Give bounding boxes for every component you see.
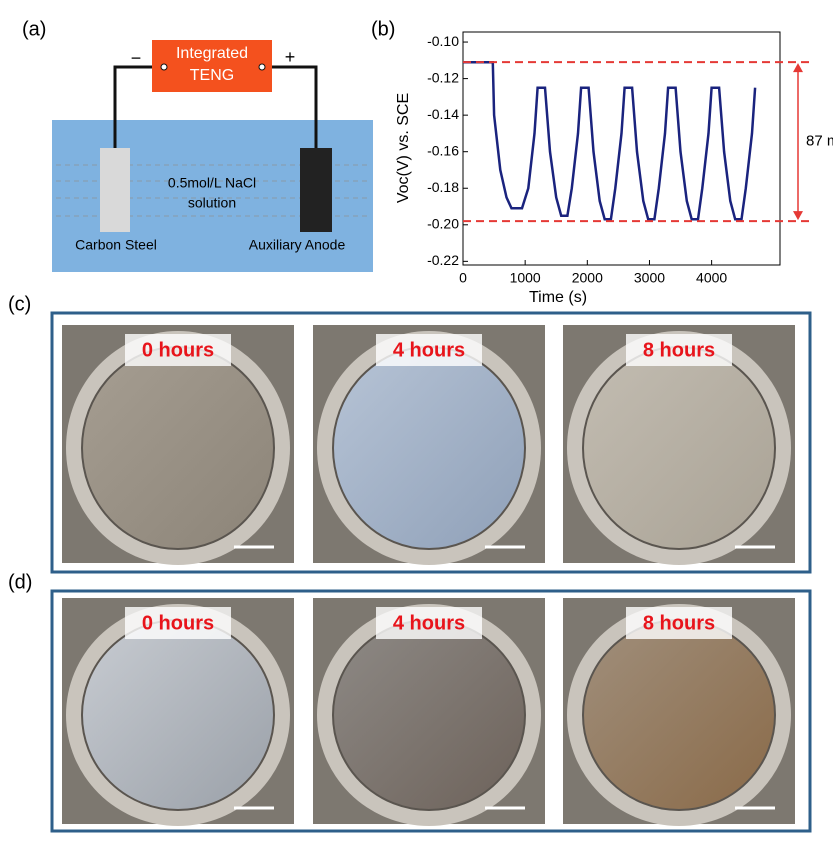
line-chart: Time (s) Voc(V) vs. SCE 0 1000 2000 3000 400…	[395, 31, 833, 306]
photo-label: 4 hours	[393, 612, 465, 634]
label-box	[376, 607, 482, 639]
label-box	[626, 334, 732, 366]
y-tick-label: -0.16	[427, 142, 459, 158]
panel-frame	[50, 589, 812, 833]
panel-label: (c)	[8, 293, 31, 315]
photo-label: 0 hours	[142, 612, 214, 634]
x-tick-label: 2000	[572, 270, 603, 286]
x-tick-label: 0	[459, 270, 467, 286]
photo-label: 0 hours	[142, 339, 214, 361]
label-box	[376, 334, 482, 366]
carbon-steel	[100, 148, 130, 232]
y-tick-label: -0.18	[427, 179, 459, 195]
electrode-label: Auxiliary Anode	[249, 237, 346, 253]
sample-surface	[332, 619, 526, 811]
photos: 0 hours 4 hours 8 hours 0 hours 4 hours 8 hou…	[62, 325, 795, 826]
wire	[113, 65, 164, 148]
panel-label: (a)	[22, 18, 46, 40]
photo-label: 4 hours	[393, 339, 465, 361]
label-box	[626, 607, 732, 639]
x-axis-label: Time (s)	[529, 289, 587, 306]
solution-label: solution	[188, 195, 236, 211]
auxiliary-anode	[300, 148, 332, 232]
minus-sign: −	[131, 48, 142, 68]
plus-sign: +	[285, 47, 296, 67]
y-tick-label: -0.10	[427, 33, 459, 49]
wire	[262, 65, 318, 148]
y-tick-label: -0.20	[427, 215, 459, 231]
sample-surface	[582, 619, 776, 811]
arrow-head	[793, 211, 803, 221]
plot-frame	[462, 31, 781, 266]
photo-label: 8 hours	[643, 612, 715, 634]
solution-label: 0.5mol/L NaCl	[168, 175, 256, 191]
y-tick-label: -0.14	[427, 106, 459, 122]
panel-frame	[50, 311, 812, 574]
x-tick-label: 1000	[510, 270, 541, 286]
y-axis-label: Voc(V) vs. SCE	[395, 93, 412, 203]
terminal	[160, 63, 168, 71]
data-line	[463, 60, 757, 221]
sample-surface	[81, 619, 275, 811]
panel-label: (b)	[371, 18, 395, 40]
teng-label: Integrated	[176, 45, 248, 62]
panel-label: (d)	[8, 571, 32, 593]
x-tick-label: 3000	[634, 270, 665, 286]
sample-surface	[332, 346, 526, 550]
sample-surface	[81, 346, 275, 550]
x-tick-label: 4000	[696, 270, 727, 286]
y-tick-label: -0.12	[427, 69, 459, 85]
label-box	[125, 607, 231, 639]
label-box	[125, 334, 231, 366]
arrow-head	[793, 63, 803, 73]
sample-surface	[582, 346, 776, 550]
y-tick-label: -0.22	[427, 252, 459, 268]
teng-label: TENG	[190, 67, 234, 84]
diagram: Integrated TENG − + 0.5mol/L NaCl soluti…	[52, 40, 373, 272]
teng-box	[152, 40, 272, 92]
photo-label: 8 hours	[643, 339, 715, 361]
terminal	[258, 63, 266, 71]
electrode-label: Carbon Steel	[75, 237, 157, 253]
annotation: 87 mV	[806, 133, 833, 150]
